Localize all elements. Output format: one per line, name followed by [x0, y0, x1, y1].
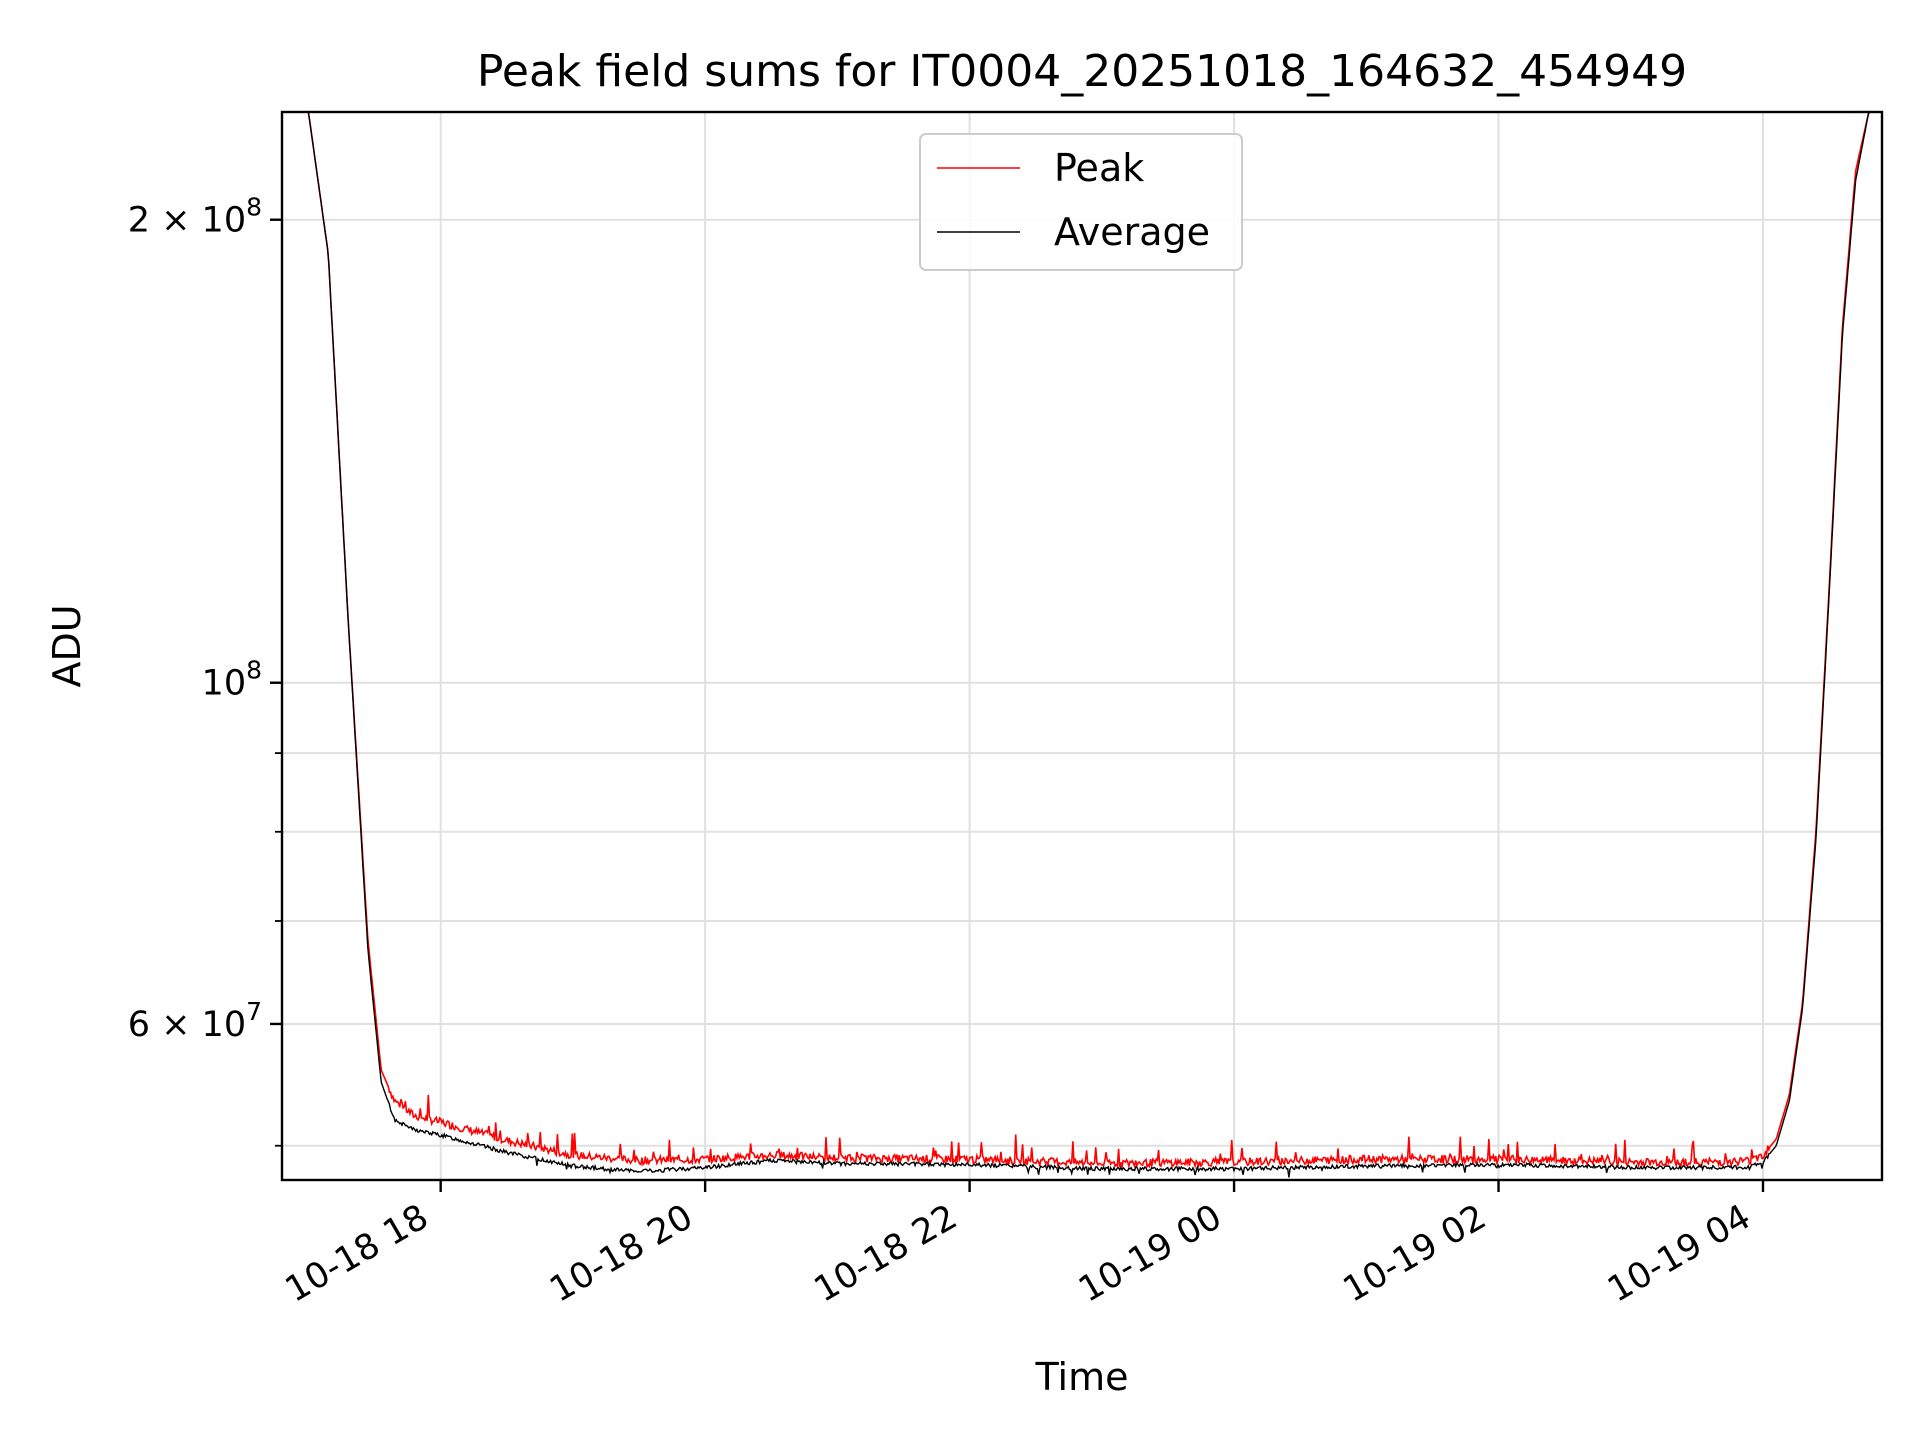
series-layer — [282, 112, 1882, 1178]
y-tick-label: 2 × 108 — [128, 193, 262, 241]
legend-label-average: Average — [1054, 210, 1210, 254]
x-axis-label: Time — [1035, 1355, 1129, 1399]
series-line-peak — [282, 112, 1882, 1170]
series-line-average — [282, 112, 1882, 1178]
axes-frame — [280, 110, 1884, 1182]
y-tick-label: 108 — [202, 656, 262, 704]
y-tick-label: 6 × 107 — [128, 997, 262, 1045]
legend-label-peak: Peak — [1054, 146, 1144, 190]
legend: Peak Average — [919, 133, 1243, 271]
chart-title: Peak field sums for IT0004_20251018_1646… — [477, 46, 1687, 97]
y-axis-label: ADU — [45, 604, 89, 687]
